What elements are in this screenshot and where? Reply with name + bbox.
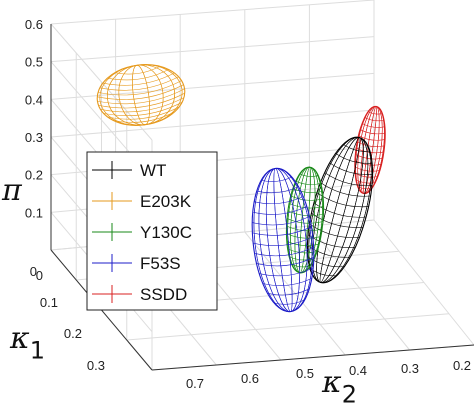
legend-item: SSDD: [92, 285, 187, 304]
z-tick-label: 0.5: [25, 55, 43, 70]
z-tick-label: 0.6: [25, 17, 43, 32]
z-tick-label: 0.1: [25, 205, 43, 220]
legend-label: SSDD: [140, 285, 187, 304]
legend-item: Y130C: [92, 223, 192, 242]
x-axis-label: κ2: [321, 365, 357, 405]
y-tick-label: 0.1: [40, 295, 58, 310]
legend: WT E203K Y130C F53S SSDD: [86, 151, 218, 311]
x-tick-label: 0.5: [296, 366, 314, 381]
legend-item: E203K: [92, 192, 192, 211]
ellipsoid-ssdd: [354, 105, 386, 195]
grid-line: [50, 72, 375, 100]
y-tick-label: 0.2: [64, 326, 82, 341]
x-tick-label: 0.6: [241, 371, 259, 386]
legend-label: WT: [140, 161, 166, 180]
legend-label: F53S: [140, 254, 181, 273]
x-tick-label: 0.2: [453, 358, 471, 373]
ellipsoid-group: [96, 64, 386, 313]
x-tick-label: 0.3: [401, 361, 419, 376]
axis-labels: π κ1 κ2: [1, 173, 357, 405]
x-axis-line: [151, 344, 474, 371]
grid-line: [50, 0, 375, 25]
legend-box: [86, 151, 218, 311]
z-tick-label: 0.4: [25, 92, 43, 107]
z-axis-label: π: [1, 173, 23, 208]
ellipsoid-f53s: [251, 167, 315, 313]
ellipsoid-e203k: [96, 64, 186, 126]
x-tick-label: 0.4: [349, 363, 367, 378]
tick-labels: 0 0.1 0.2 0.3 0.4 0.5 0.6 0 0.1 0.2 0.3 0.7 0.6 0.5 0.…: [25, 17, 471, 391]
legend-item: WT: [92, 161, 166, 180]
x-tick-label: 0.7: [186, 376, 204, 391]
grid-lines: [50, 0, 474, 371]
legend-label: Y130C: [140, 223, 192, 242]
y-tick-label: 0.3: [87, 358, 105, 373]
y-tick-label: 0: [30, 264, 37, 279]
z-tick-label: 0.3: [25, 130, 43, 145]
y-axis-label: κ1: [9, 321, 45, 365]
ellipsoid-wt: [306, 136, 374, 284]
grid-line: [126, 313, 450, 341]
z-tick-label: 0.2: [25, 168, 43, 183]
z-tick-label: 0: [36, 268, 43, 283]
grid-line: [50, 36, 375, 63]
legend-item: F53S: [92, 254, 181, 273]
legend-label: E203K: [140, 192, 192, 211]
grid-line: [50, 109, 375, 138]
